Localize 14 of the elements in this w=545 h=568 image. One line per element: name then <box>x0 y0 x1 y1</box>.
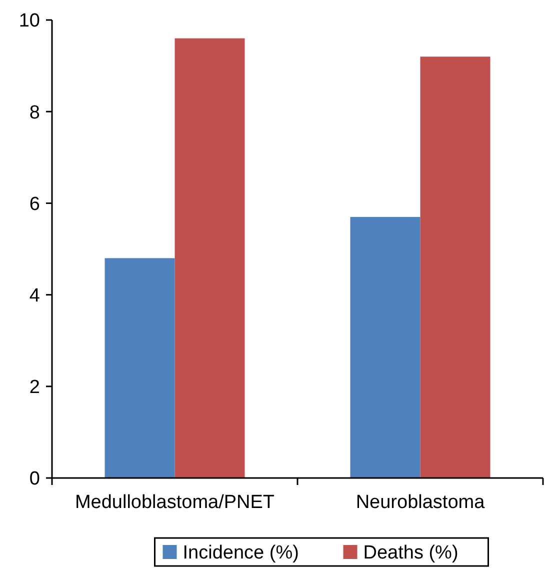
legend-label: Deaths (%) <box>363 542 458 564</box>
bar <box>104 258 175 478</box>
x-tick-label: Neuroblastoma <box>356 492 486 513</box>
bar <box>420 56 490 478</box>
y-tick-label: 10 <box>18 10 40 32</box>
bar <box>174 38 245 478</box>
y-tick-label: 6 <box>29 194 40 215</box>
y-tick-label: 2 <box>29 377 40 398</box>
bar <box>350 216 420 478</box>
y-tick-label: 8 <box>29 102 40 124</box>
legend-label: Incidence (%) <box>182 542 299 564</box>
y-tick-label: 4 <box>29 285 40 306</box>
y-tick-label: 0 <box>29 468 40 490</box>
x-tick-label: Medulloblastoma/PNET <box>74 492 275 513</box>
